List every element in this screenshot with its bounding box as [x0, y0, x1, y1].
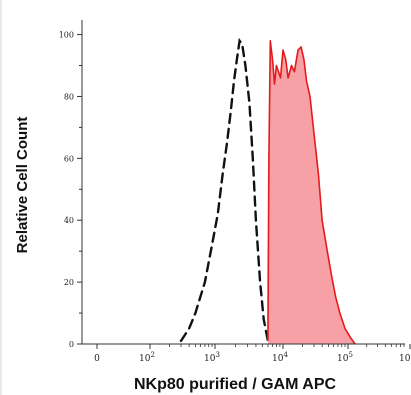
- stained-histogram-outline: [267, 40, 356, 345]
- window-edge: [0, 0, 2, 395]
- y-tick-label: 80: [64, 92, 74, 101]
- x-tick-label: 0: [94, 354, 100, 364]
- x-tick-label: 105: [337, 351, 353, 364]
- x-tick-label: 103: [204, 351, 220, 364]
- y-tick-label: 60: [64, 154, 74, 163]
- x-tick-label: 106: [399, 351, 411, 364]
- y-axis-title: Relative Cell Count: [14, 117, 31, 254]
- y-tick-label: 100: [59, 31, 74, 40]
- stained-histogram-fill: [267, 40, 356, 345]
- y-tick-label: 20: [64, 278, 74, 287]
- isotype-control-histogram: [179, 37, 270, 343]
- x-tick-label: 104: [272, 351, 288, 364]
- x-tick-label: 102: [139, 351, 155, 364]
- y-tick-label: 0: [69, 340, 74, 349]
- plot-area: [179, 37, 356, 345]
- y-tick-label: 40: [64, 216, 74, 225]
- x-axis-title: NKp80 purified / GAM APC: [134, 376, 337, 393]
